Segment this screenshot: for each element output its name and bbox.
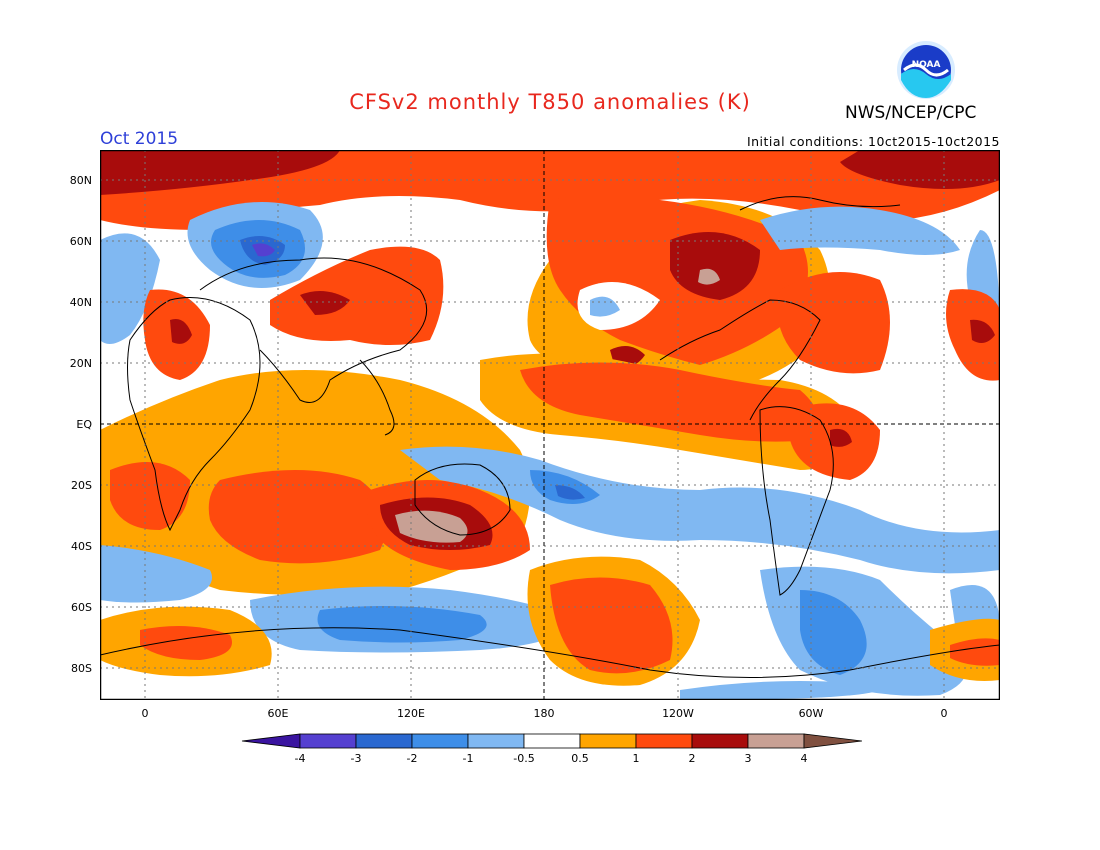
legend-swatch [355, 733, 413, 749]
legend-swatch [299, 733, 357, 749]
x-tick-label: 0 [941, 707, 948, 720]
legend-label: 2 [689, 752, 696, 765]
legend-swatch [411, 733, 469, 749]
lat-lon-grid [100, 150, 1000, 700]
legend-label: -1 [463, 752, 474, 765]
legend-label: 1 [633, 752, 640, 765]
y-tick-label: 40N [70, 296, 92, 309]
forecast-month: Oct 2015 [100, 129, 179, 149]
x-tick-label: 180 [534, 707, 555, 720]
legend-swatch [579, 733, 637, 749]
legend-label: 3 [745, 752, 752, 765]
map-frame [100, 150, 1000, 700]
x-axis-labels: 0 60E 120E 180 120W 60W 0 [142, 707, 948, 720]
x-tick-label: 60W [799, 707, 824, 720]
legend-swatch [747, 733, 805, 749]
legend-swatch [241, 733, 301, 749]
initial-conditions: Initial conditions: 10ct2015-10ct2015 [746, 134, 1000, 149]
x-tick-label: 120E [397, 707, 425, 720]
svg-text:NOAA: NOAA [912, 60, 941, 70]
legend-swatch [803, 733, 862, 749]
y-tick-label: 40S [71, 540, 92, 553]
legend-label: 4 [801, 752, 808, 765]
legend-swatches [241, 733, 862, 749]
legend-label: -0.5 [513, 752, 534, 765]
y-tick-label: 20S [71, 479, 92, 492]
x-tick-label: 60E [268, 707, 289, 720]
agency-label: NWS/NCEP/CPC [845, 103, 977, 123]
y-axis-labels: 80N 60N 40N 20N EQ 20S 40S 60S 80S [70, 174, 93, 675]
anomaly-map [100, 150, 1000, 700]
anomaly-fields [100, 150, 1000, 700]
x-tick-label: 120W [662, 707, 694, 720]
legend-swatch [635, 733, 693, 749]
legend-swatch [691, 733, 749, 749]
y-tick-label: 80N [70, 174, 92, 187]
coastlines [100, 196, 1000, 678]
legend-labels: -4 -3 -2 -1 -0.5 0.5 1 2 3 4 [295, 752, 808, 765]
legend-label: 0.5 [571, 752, 589, 765]
legend-label: -3 [351, 752, 362, 765]
chart-title: CFSv2 monthly T850 anomalies (K) [349, 90, 751, 114]
color-legend: -4 -3 -2 -1 -0.5 0.5 1 2 3 4 [241, 733, 862, 765]
x-tick-label: 0 [142, 707, 149, 720]
noaa-logo: NOAA [897, 41, 955, 99]
legend-label: -2 [407, 752, 418, 765]
legend-swatch [523, 733, 581, 749]
y-tick-label: 20N [70, 357, 92, 370]
legend-label: -4 [295, 752, 306, 765]
y-tick-label: 60S [71, 601, 92, 614]
y-tick-label: 60N [70, 235, 92, 248]
legend-swatch [467, 733, 525, 749]
y-tick-label: EQ [76, 418, 92, 431]
y-tick-label: 80S [71, 662, 92, 675]
